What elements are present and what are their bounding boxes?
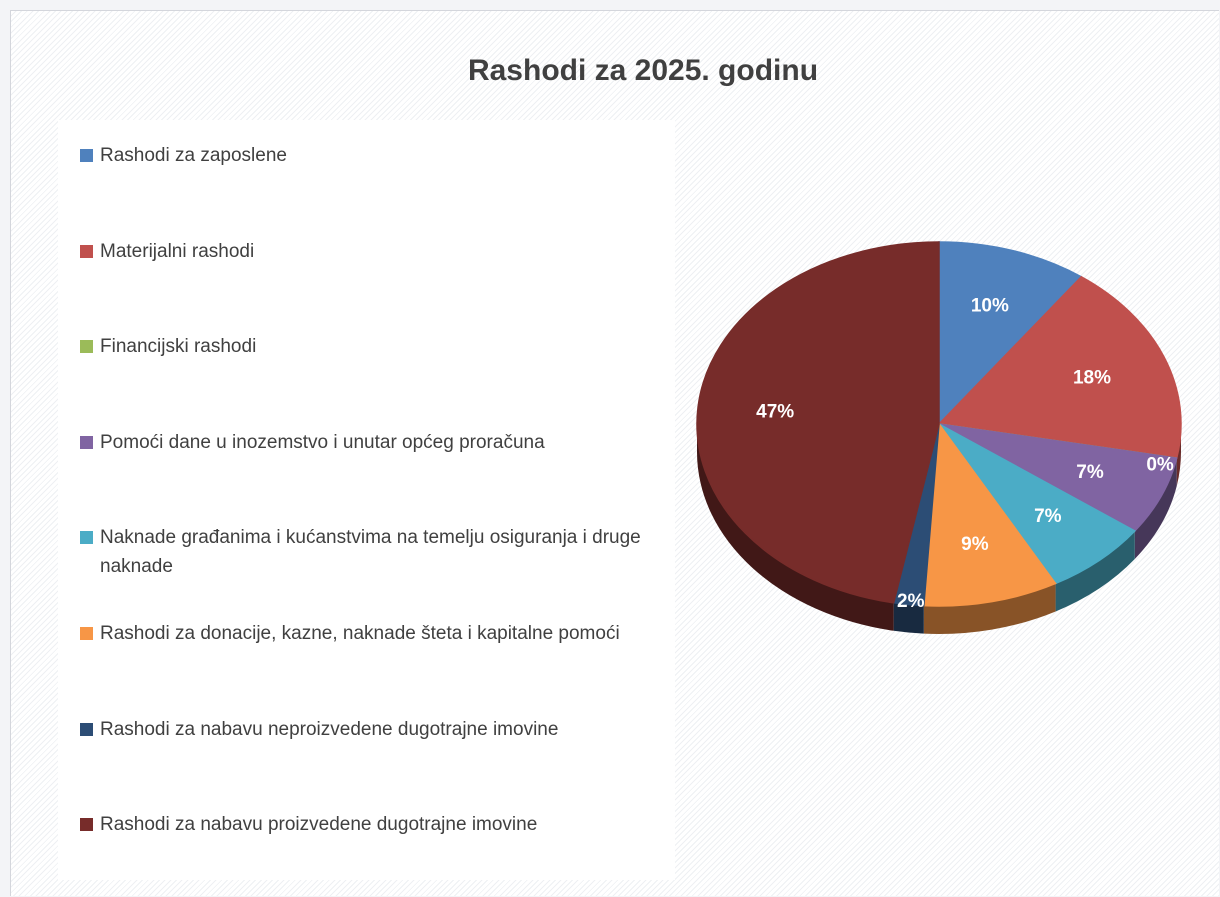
legend-item: Pomoći dane u inozemstvo i unutar općeg … xyxy=(80,428,690,457)
legend-swatch xyxy=(80,435,93,449)
slice-side xyxy=(923,583,1056,634)
legend-swatch xyxy=(80,340,93,354)
legend-swatch xyxy=(80,149,93,162)
legend: Rashodi za zaposlene Materijalni rashodi F… xyxy=(58,120,675,880)
legend-item: Rashodi za zaposlene xyxy=(80,141,690,170)
data-label: 0% xyxy=(1146,455,1174,476)
legend-label: Pomoći dane u inozemstvo i unutar općeg … xyxy=(100,431,545,453)
legend-label: Rashodi za nabavu proizvedene dugotrajne… xyxy=(100,814,538,836)
legend-swatch xyxy=(80,818,93,832)
slice xyxy=(937,275,1182,459)
legend-item: Naknade građanima i kućanstvima na temel… xyxy=(80,523,690,581)
legend-item: Rashodi za donacije, kazne, naknade štet… xyxy=(80,619,690,648)
slice xyxy=(696,241,940,604)
legend-label: Rashodi za nabavu neproizvedene dugotraj… xyxy=(100,718,559,740)
slice xyxy=(938,423,1137,585)
legend-swatch xyxy=(80,722,93,736)
slice-side xyxy=(1134,458,1177,559)
legend-item: Rashodi za nabavu proizvedene dugotrajne… xyxy=(80,810,690,839)
data-label: 7% xyxy=(1076,462,1104,483)
slice-side xyxy=(1176,424,1181,487)
data-label: 10% xyxy=(971,295,1009,316)
legend-item: Materijalni rashodi xyxy=(80,237,690,266)
legend-swatch xyxy=(80,244,93,258)
legend-swatch xyxy=(80,531,93,545)
legend-label: Materijalni rashodi xyxy=(100,240,255,262)
legend-item: Financijski rashodi xyxy=(80,332,690,361)
legend-swatch xyxy=(80,627,93,640)
legend-item: Rashodi za nabavu neproizvedene dugotraj… xyxy=(80,715,690,744)
data-label: 18% xyxy=(1073,367,1111,388)
data-label: 9% xyxy=(961,534,989,555)
slice-side xyxy=(893,602,924,634)
data-label: 47% xyxy=(756,401,794,422)
legend-label: Rashodi za zaposlene xyxy=(100,145,287,166)
data-label: 2% xyxy=(897,591,925,612)
slice-side xyxy=(1055,530,1135,612)
slice xyxy=(938,241,1083,426)
data-label: 7% xyxy=(1034,506,1062,527)
slice xyxy=(938,423,1178,532)
legend-label: Naknade građanima i kućanstvima na temel… xyxy=(100,527,641,578)
legend-label: Rashodi za donacije, kazne, naknade štet… xyxy=(100,623,620,644)
slice-side xyxy=(696,424,894,631)
slice xyxy=(922,421,1057,607)
chart-title: Rashodi za 2025. godinu xyxy=(468,54,818,87)
legend-label: Financijski rashodi xyxy=(100,336,257,358)
